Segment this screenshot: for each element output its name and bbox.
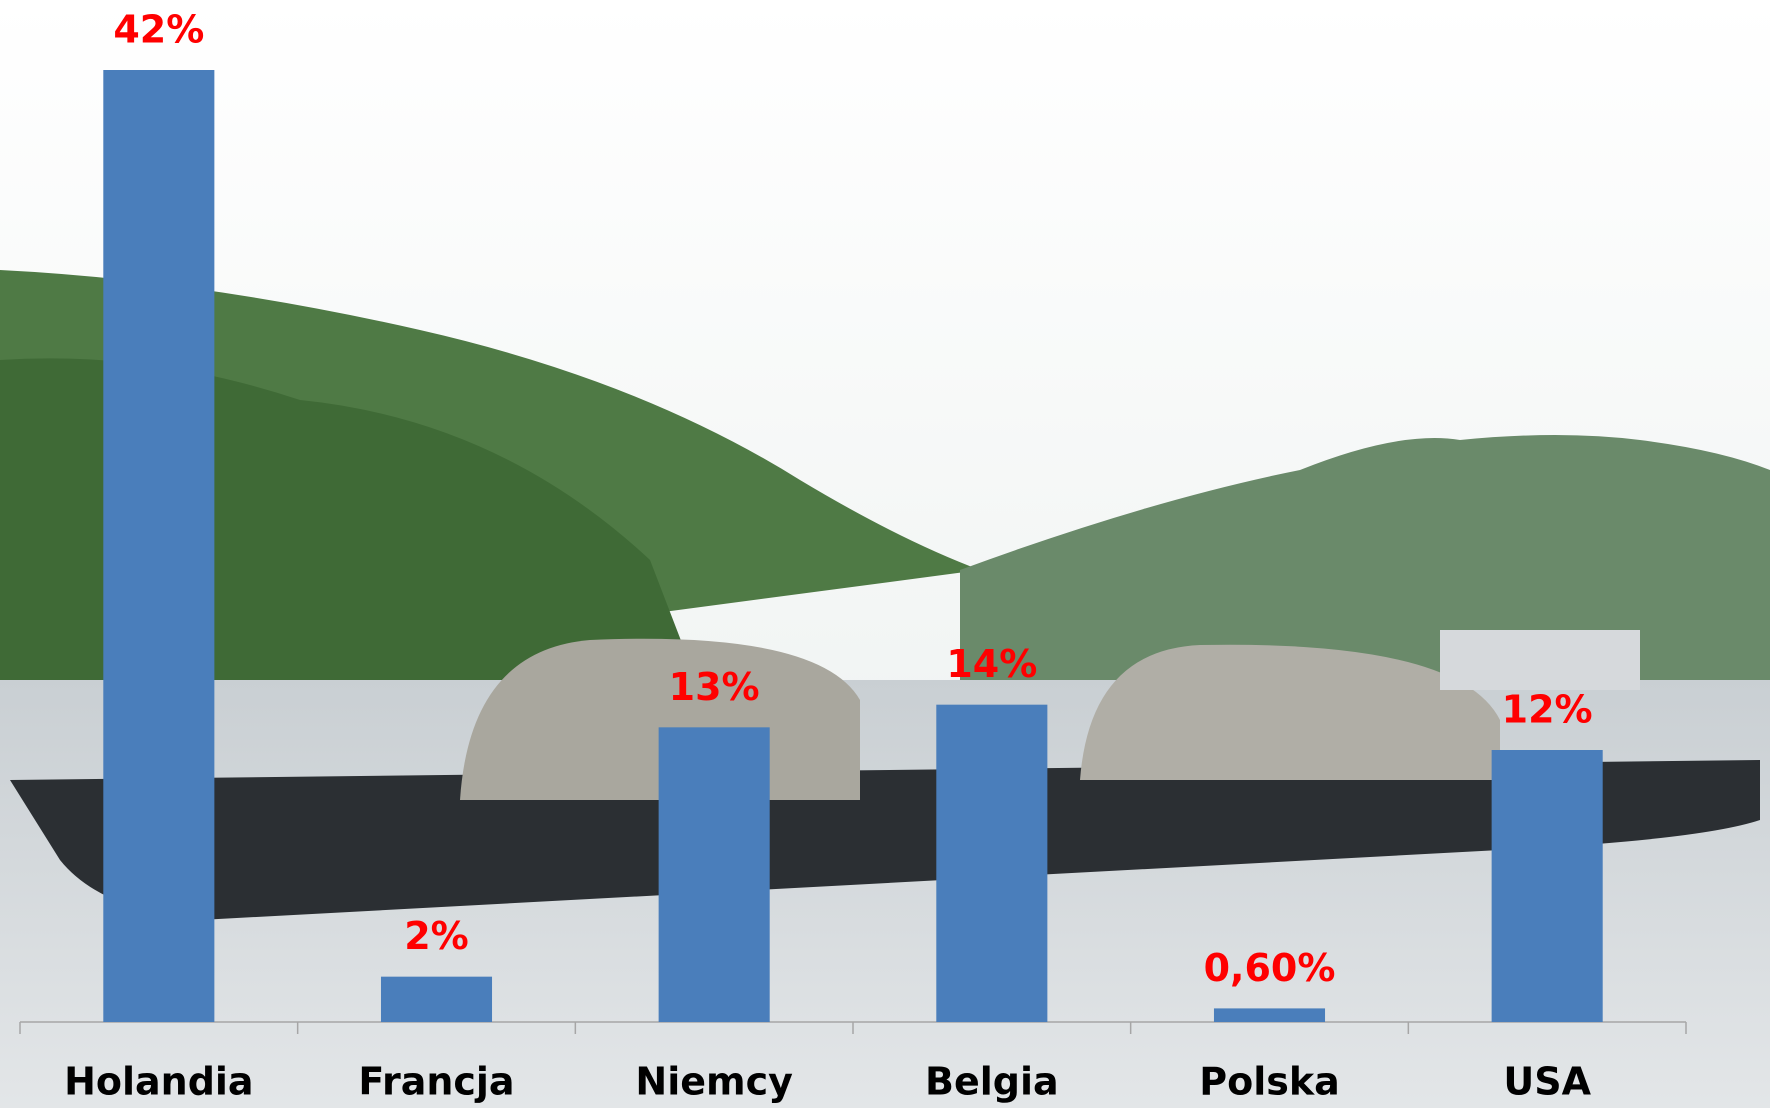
x-tick-label: USA (1503, 1060, 1591, 1104)
bar (658, 727, 770, 1022)
x-tick-label: Polska (1199, 1060, 1340, 1104)
data-label: 13% (669, 665, 760, 709)
x-tick-label: Belgia (925, 1060, 1059, 1104)
bar (380, 976, 493, 1022)
bar (936, 704, 1048, 1022)
bar (103, 70, 215, 1022)
data-label: 2% (404, 914, 469, 958)
bar (1491, 750, 1603, 1022)
x-tick-label: Holandia (64, 1060, 254, 1104)
x-tick-label: Francja (358, 1060, 514, 1104)
x-tick-label: Niemcy (635, 1060, 793, 1104)
data-label: 42% (113, 8, 204, 52)
data-label: 14% (946, 642, 1037, 686)
data-label: 0,60% (1204, 946, 1336, 990)
data-label: 12% (1502, 688, 1593, 732)
bar (1213, 1008, 1326, 1022)
